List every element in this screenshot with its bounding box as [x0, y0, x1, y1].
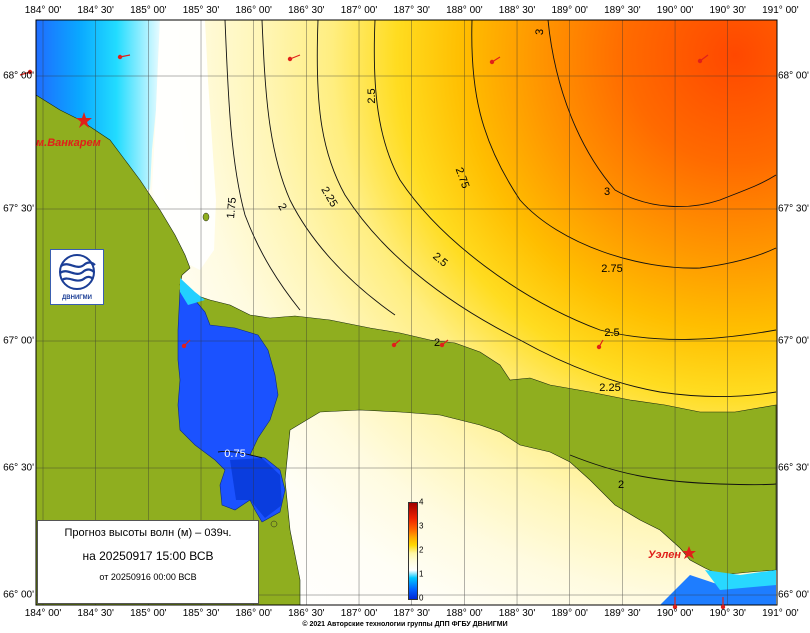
lon-tick-bottom: 187° 30' [393, 608, 430, 619]
forecast-info-box: Прогноз высоты волн (м) – 039ч. на 20250… [37, 520, 259, 604]
wind-arrow-head-icon [672, 604, 678, 610]
place-label-uelen: Уэлен [648, 549, 681, 561]
contour-line [569, 454, 777, 486]
lat-tick-right: 66° 00' [778, 589, 809, 601]
dvnigmi-wave-logo-icon: ДВНИГМИ [50, 249, 104, 305]
colorbar-tick: 4 [419, 497, 424, 507]
lat-tick-left: 66° 30' [3, 462, 34, 474]
lat-tick-right: 67° 30' [778, 203, 809, 215]
wind-arrow-head-icon [489, 59, 495, 65]
lon-tick-top: 191° 00' [762, 5, 799, 16]
lon-tick-top: 185° 00' [130, 5, 167, 16]
place-label-vankarem: м.Ванкарем [36, 137, 101, 149]
wind-arrow-head-icon [287, 56, 293, 62]
contour-label: 2 [433, 337, 441, 349]
lon-tick-top: 187° 00' [340, 5, 378, 16]
colorbar-tick: 2 [419, 545, 424, 555]
lon-tick-top: 185° 30' [182, 5, 220, 16]
contour-line [316, 20, 777, 397]
lon-tick-top: 188° 00' [446, 5, 483, 16]
island [270, 520, 278, 528]
land-mass [36, 94, 777, 605]
coastal-white-zone [152, 20, 216, 270]
lon-tick-top: 190° 00' [656, 5, 694, 16]
wind-arrow-head-icon [439, 342, 445, 348]
forecast-issued-time: от 20250916 00:00 ВСВ [99, 572, 197, 582]
lat-tick-left: 67° 30' [3, 203, 34, 215]
contour-label: 2.25 [599, 382, 621, 394]
lat-tick-left: 67° 00' [3, 335, 34, 347]
lon-tick-top: 189° 30' [604, 5, 641, 16]
contour-label: 2.5 [604, 327, 620, 339]
contour-label: 3 [603, 186, 611, 198]
contour-line [471, 20, 777, 269]
contour-label: 2 [617, 479, 625, 491]
contour-label: 3 [533, 28, 547, 36]
wind-arrow-head-icon [391, 342, 397, 348]
contour-label: 2.75 [601, 263, 623, 275]
lon-tick-bottom: 190° 00' [656, 608, 694, 619]
lon-tick-top: 186° 30' [288, 5, 325, 16]
wind-arrow-head-icon [697, 58, 703, 64]
colorbar-tick: 3 [419, 521, 424, 531]
lat-tick-right: 67° 00' [778, 335, 809, 347]
vankarem-marker-icon [76, 112, 92, 128]
lat-tick-right: 68° 00' [778, 70, 809, 82]
forecast-title: Прогноз высоты волн (м) – 039ч. [64, 527, 232, 539]
lat-tick-left: 68° 00' [3, 70, 34, 82]
colorbar [408, 502, 418, 600]
lon-tick-bottom: 190° 30' [709, 608, 746, 619]
contour-label: 1.75 [225, 196, 239, 220]
strait-shallow [705, 570, 776, 590]
wind-arrow-head-icon [27, 69, 33, 75]
island [202, 212, 210, 222]
lon-tick-bottom: 185° 30' [182, 608, 220, 619]
lon-tick-top: 184° 30' [77, 5, 114, 16]
map-frame [35, 19, 778, 606]
lon-tick-bottom: 185° 00' [130, 608, 167, 619]
lon-tick-bottom: 188° 30' [498, 608, 536, 619]
lon-tick-bottom: 187° 00' [340, 608, 378, 619]
colorbar-tick: 0 [419, 593, 424, 603]
lon-tick-bottom: 189° 00' [551, 608, 588, 619]
lagoon-deep [230, 458, 282, 518]
lon-tick-bottom: 186° 00' [235, 608, 272, 619]
lat-tick-left: 66° 00' [3, 589, 34, 601]
lon-tick-top: 189° 00' [551, 5, 588, 16]
lon-tick-top: 184° 00' [24, 5, 62, 16]
forecast-valid-time: на 20250917 15:00 ВСВ [82, 549, 214, 563]
colorbar-tick: 1 [419, 569, 424, 579]
lon-tick-bottom: 191° 00' [762, 608, 799, 619]
lon-tick-top: 190° 30' [709, 5, 746, 16]
lon-tick-bottom: 186° 30' [288, 608, 325, 619]
lon-tick-bottom: 184° 30' [77, 608, 114, 619]
wind-arrow-head-icon [596, 344, 602, 350]
lat-tick-right: 66° 30' [778, 462, 809, 474]
contour-line [547, 20, 777, 207]
bay-shallow [180, 278, 205, 305]
contour-line [261, 20, 396, 316]
lon-tick-bottom: 184° 00' [24, 608, 62, 619]
wind-arrow-head-icon [720, 604, 726, 610]
contour-line [224, 20, 301, 311]
wind-arrow-head-icon [117, 54, 123, 60]
contour-label: 0.75 [224, 448, 246, 460]
logo-text: ДВНИГМИ [62, 295, 92, 301]
wind-arrows [19, 54, 726, 610]
lon-tick-top: 187° 30' [393, 5, 430, 16]
wind-arrow-head-icon [181, 343, 187, 349]
lon-tick-top: 186° 00' [235, 5, 272, 16]
lon-tick-bottom: 189° 30' [604, 608, 641, 619]
lon-tick-top: 188° 30' [498, 5, 536, 16]
contour-label: 2.5 [366, 88, 378, 104]
graticule [36, 20, 777, 605]
uelen-marker-icon [682, 546, 696, 559]
contour-line [217, 451, 263, 459]
copyright: © 2021 Авторские технологии группы ДПП Ф… [302, 621, 508, 628]
strait-water [660, 575, 776, 605]
lon-tick-bottom: 188° 00' [446, 608, 483, 619]
contour-line [373, 20, 777, 340]
